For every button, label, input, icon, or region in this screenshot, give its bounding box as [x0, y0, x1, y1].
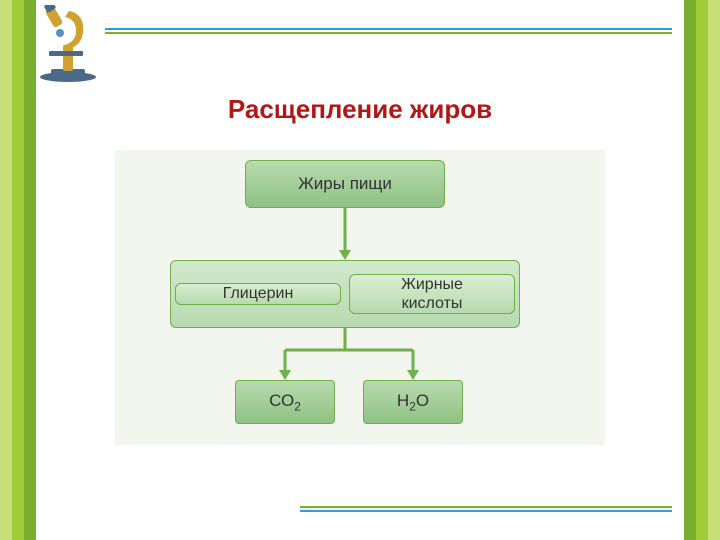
bottom-rule	[300, 506, 672, 512]
node-co2: СО2	[235, 380, 335, 424]
node-h2o: Н2О	[363, 380, 463, 424]
node-co2-label: СО2	[269, 391, 301, 413]
right-border	[672, 0, 720, 540]
node-fats: Жиры пищи	[245, 160, 445, 208]
top-rule	[105, 28, 672, 34]
node-glycerin: Глицерин	[175, 283, 341, 304]
node-glycerin-label: Глицерин	[223, 284, 294, 303]
arrow-1	[325, 208, 365, 264]
arrow-fork	[265, 328, 433, 384]
node-fats-label: Жиры пищи	[298, 174, 392, 194]
node-fatty-acids: Жирныекислоты	[349, 274, 515, 314]
node-h2o-label: Н2О	[397, 391, 429, 413]
node-products: Глицерин Жирныекислоты	[170, 260, 520, 328]
diagram-panel: Жиры пищи Глицерин Жирныекислоты СО2 Н2О	[115, 150, 605, 445]
node-fatty-acids-label: Жирныекислоты	[401, 275, 463, 313]
page-title: Расщепление жиров	[0, 94, 720, 125]
microscope-icon	[35, 5, 101, 83]
